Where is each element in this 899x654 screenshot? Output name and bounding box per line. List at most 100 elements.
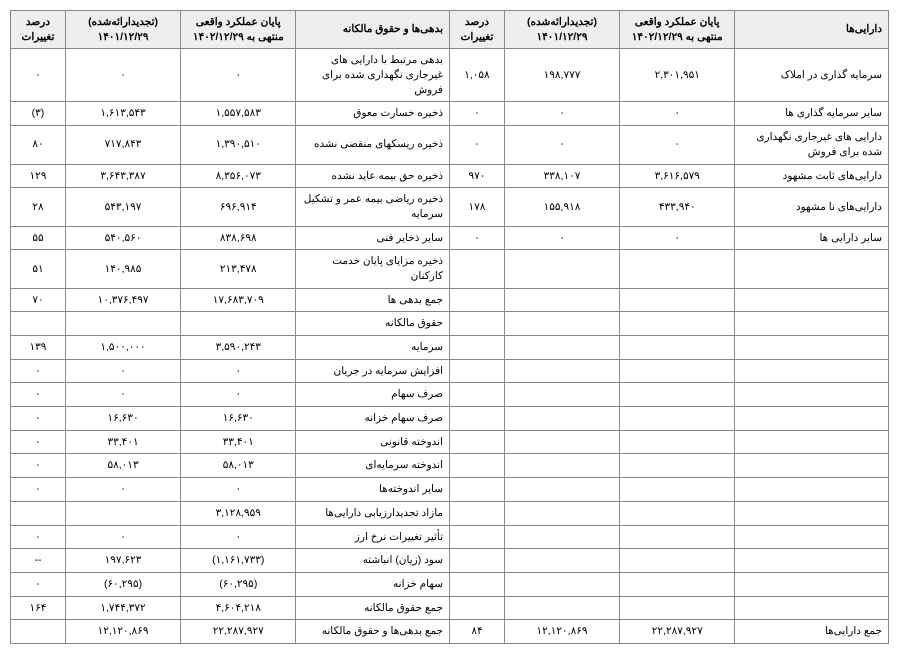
table-row: سود (زیان) انباشته(۱,۱۶۱,۷۳۳)۱۹۷,۶۲۳-- <box>11 549 889 573</box>
table-row: سایر دارایی ها۰۰۰سایر ذخایر فنی۸۳۸,۶۹۸۵۴… <box>11 226 889 250</box>
liab-val2: ۰ <box>65 49 180 102</box>
liab-pct: ۱۶۴ <box>11 596 66 620</box>
liab-val2: ۱۶,۶۳۰ <box>65 407 180 431</box>
asset-val1 <box>620 525 735 549</box>
liab-val1: ۱۷,۶۸۳,۷۰۹ <box>181 288 296 312</box>
asset-val1 <box>620 407 735 431</box>
liab-val2: ۰ <box>65 478 180 502</box>
liab-val2: ۳,۶۴۳,۳۸۷ <box>65 164 180 188</box>
liab-pct: ۰ <box>11 430 66 454</box>
asset-pct <box>450 312 505 336</box>
liab-val1: ۳,۱۲۸,۹۵۹ <box>181 501 296 525</box>
liab-label: اندوخته قانونی <box>296 430 450 454</box>
asset-label <box>735 501 889 525</box>
asset-label <box>735 549 889 573</box>
table-row: صرف سهام خزانه۱۶,۶۳۰۱۶,۶۳۰۰ <box>11 407 889 431</box>
liab-pct: ۰ <box>11 383 66 407</box>
liab-pct: ۰ <box>11 359 66 383</box>
liab-pct <box>11 501 66 525</box>
liab-label: افزایش سرمایه در جریان <box>296 359 450 383</box>
liab-label: جمع حقوق مالکانه <box>296 596 450 620</box>
asset-val1 <box>620 359 735 383</box>
table-row: سرمایه۳,۵۹۰,۲۴۳۱,۵۰۰,۰۰۰۱۳۹ <box>11 336 889 360</box>
asset-pct: ۰ <box>450 226 505 250</box>
asset-val2: ۱۵۵,۹۱۸ <box>504 188 619 226</box>
liab-label: جمع بدهی‌ها و حقوق مالکانه <box>296 620 450 644</box>
asset-pct <box>450 383 505 407</box>
asset-label <box>735 525 889 549</box>
asset-label <box>735 478 889 502</box>
asset-label: دارایی‌های نا مشهود <box>735 188 889 226</box>
header-end-actual-1: پایان عملکرد واقعی منتهی به ۱۴۰۲/۱۲/۲۹ <box>620 11 735 49</box>
asset-label <box>735 596 889 620</box>
asset-val2 <box>504 501 619 525</box>
asset-val2: ۰ <box>504 126 619 164</box>
liab-label: ذخیره ریاضی بیمه عمر و تشکیل سرمایه <box>296 188 450 226</box>
liab-label: اندوخته سرمایه‌ای <box>296 454 450 478</box>
liab-pct: -- <box>11 549 66 573</box>
liab-val1: ۵۸,۰۱۳ <box>181 454 296 478</box>
table-row: صرف سهام۰۰۰ <box>11 383 889 407</box>
asset-val2: ۱۹۸,۷۷۷ <box>504 49 619 102</box>
asset-val1: ۴۳۳,۹۴۰ <box>620 188 735 226</box>
asset-val1: ۰ <box>620 102 735 126</box>
asset-val1: ۰ <box>620 126 735 164</box>
liab-label: ذخیره مزایای پایان خدمت کارکنان <box>296 250 450 288</box>
asset-label <box>735 430 889 454</box>
table-row: جمع دارایی‌ها۲۲,۲۸۷,۹۲۷۱۲,۱۲۰,۸۶۹۸۴جمع ب… <box>11 620 889 644</box>
asset-pct: ۱,۰۵۸ <box>450 49 505 102</box>
liab-val2: ۳۳,۴۰۱ <box>65 430 180 454</box>
table-body: سرمایه گذاری در املاک۲,۳۰۱,۹۵۱۱۹۸,۷۷۷۱,۰… <box>11 49 889 644</box>
liab-val2: ۱۹۷,۶۲۳ <box>65 549 180 573</box>
asset-label <box>735 336 889 360</box>
header-row: دارایی‌ها پایان عملکرد واقعی منتهی به ۱۴… <box>11 11 889 49</box>
asset-pct <box>450 336 505 360</box>
liab-label: سایر اندوخته‌ها <box>296 478 450 502</box>
header-assets: دارایی‌ها <box>735 11 889 49</box>
asset-pct <box>450 596 505 620</box>
liab-val2: ۰ <box>65 525 180 549</box>
asset-label <box>735 383 889 407</box>
liab-val1: ۱,۵۵۷,۵۸۳ <box>181 102 296 126</box>
liab-pct: (۳) <box>11 102 66 126</box>
asset-pct <box>450 549 505 573</box>
liab-pct: ۰ <box>11 454 66 478</box>
table-row: افزایش سرمایه در جریان۰۰۰ <box>11 359 889 383</box>
asset-val1 <box>620 572 735 596</box>
liab-label: سود (زیان) انباشته <box>296 549 450 573</box>
liab-label: تأثیر تغییرات نرخ ارز <box>296 525 450 549</box>
asset-label <box>735 288 889 312</box>
asset-label <box>735 407 889 431</box>
asset-pct <box>450 501 505 525</box>
asset-val2 <box>504 549 619 573</box>
liab-val2: ۰ <box>65 383 180 407</box>
liab-val1: ۰ <box>181 383 296 407</box>
liab-val2: ۱,۵۰۰,۰۰۰ <box>65 336 180 360</box>
asset-pct <box>450 572 505 596</box>
asset-pct <box>450 359 505 383</box>
liab-label: مازاد تجدیدارزیابی دارایی‌ها <box>296 501 450 525</box>
liab-val2: ۵۸,۰۱۳ <box>65 454 180 478</box>
header-pct-1: درصد تغییرات <box>450 11 505 49</box>
asset-label <box>735 250 889 288</box>
table-row: ذخیره مزایای پایان خدمت کارکنان۲۱۳,۴۷۸۱۴… <box>11 250 889 288</box>
header-restated-1: (تجدیدارائه‌شده) ۱۴۰۱/۱۲/۲۹ <box>504 11 619 49</box>
asset-val2 <box>504 596 619 620</box>
asset-val1 <box>620 430 735 454</box>
liab-val1: ۰ <box>181 525 296 549</box>
liab-label: سایر ذخایر فنی <box>296 226 450 250</box>
liab-pct: ۱۲۹ <box>11 164 66 188</box>
asset-val1 <box>620 383 735 407</box>
asset-pct <box>450 250 505 288</box>
asset-pct: ۸۴ <box>450 620 505 644</box>
table-row: سهام خزانه(۶۰,۲۹۵)(۶۰,۲۹۵)۰ <box>11 572 889 596</box>
liab-val1: ۳,۵۹۰,۲۴۳ <box>181 336 296 360</box>
table-row: دارایی‌های ثابت مشهود۳,۶۱۶,۵۷۹۳۳۸,۱۰۷۹۷۰… <box>11 164 889 188</box>
asset-val2 <box>504 525 619 549</box>
table-row: جمع بدهی ها۱۷,۶۸۳,۷۰۹۱۰,۳۷۶,۴۹۷۷۰ <box>11 288 889 312</box>
liab-val2: ۵۴۳,۱۹۷ <box>65 188 180 226</box>
liab-val2: ۰ <box>65 359 180 383</box>
asset-label <box>735 454 889 478</box>
asset-pct: ۰ <box>450 102 505 126</box>
liab-val2: ۱۲,۱۲۰,۸۶۹ <box>65 620 180 644</box>
